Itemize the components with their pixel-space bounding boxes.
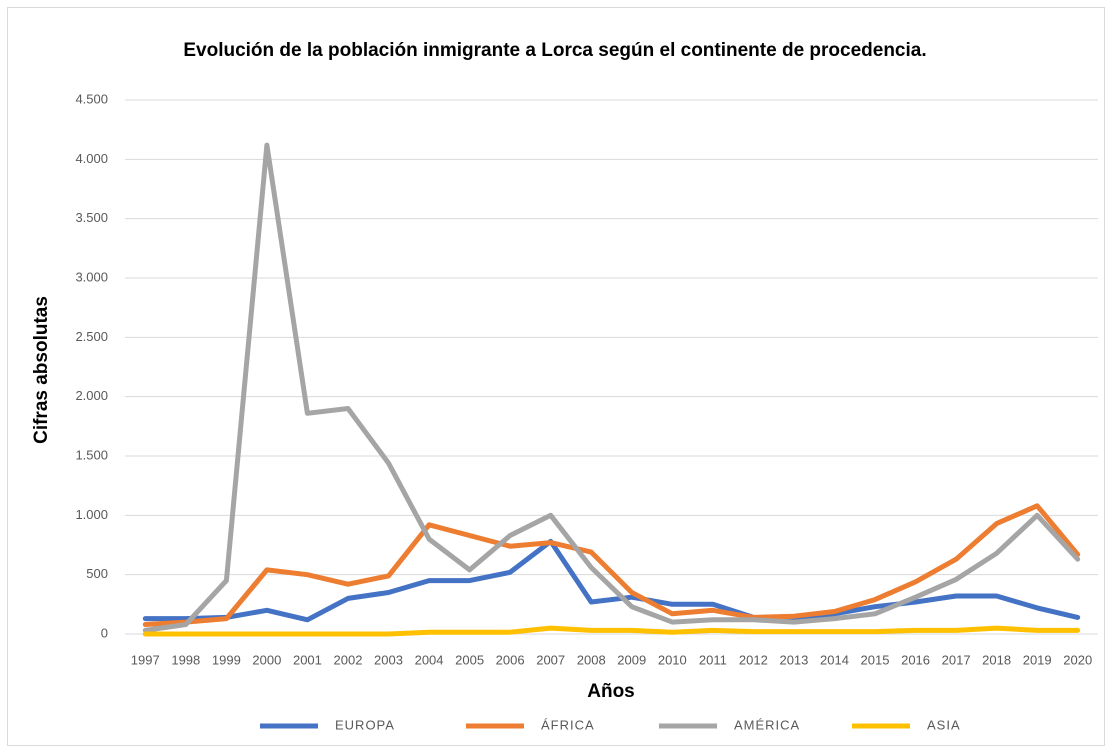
y-tick-label: 3.000 (75, 269, 108, 284)
x-tick-label: 2002 (334, 652, 363, 667)
y-tick-label: 1.500 (75, 447, 108, 462)
y-tick-label: 1.000 (75, 507, 108, 522)
x-tick-label: 2017 (942, 652, 971, 667)
y-tick-label: 4.500 (75, 91, 108, 106)
x-tick-label: 2005 (455, 652, 484, 667)
x-tick-label: 2012 (739, 652, 768, 667)
x-tick-label: 2015 (861, 652, 890, 667)
y-tick-label: 4.000 (75, 151, 108, 166)
x-tick-label: 2010 (658, 652, 687, 667)
x-tick-label: 2004 (415, 652, 444, 667)
x-tick-label: 1997 (131, 652, 160, 667)
series-line (142, 503, 1081, 627)
x-tick-label: 2006 (496, 652, 525, 667)
x-tick-label: 2003 (374, 652, 403, 667)
x-tick-label: 2014 (820, 652, 849, 667)
chart-border (7, 7, 1105, 746)
legend-label: AMÉRICA (734, 717, 800, 732)
x-tick-label: 2019 (1023, 652, 1052, 667)
chart-title: Evolución de la población inmigrante a L… (183, 40, 927, 61)
x-tick-label: 2013 (779, 652, 808, 667)
y-tick-label: 2.500 (75, 329, 108, 344)
series-line (142, 142, 1081, 633)
x-tick-label: 2008 (577, 652, 606, 667)
x-tick-label: 2000 (252, 652, 281, 667)
legend-label: EUROPA (335, 717, 395, 732)
y-tick-label: 500 (86, 566, 108, 581)
series-line (142, 625, 1081, 637)
x-tick-label: 2011 (699, 652, 727, 667)
legend-label: ÁFRICA (541, 717, 595, 732)
y-tick-label: 0 (101, 625, 108, 640)
x-axis-label: Años (587, 681, 635, 702)
y-axis-label: Cifras absolutas (31, 296, 52, 444)
x-tick-label: 2020 (1063, 652, 1092, 667)
x-tick-label: 2016 (901, 652, 930, 667)
x-tick-label: 2001 (293, 652, 322, 667)
y-tick-label: 2.000 (75, 388, 108, 403)
x-tick-label: 2009 (617, 652, 646, 667)
y-tick-label: 3.500 (75, 210, 108, 225)
x-tick-label: 1999 (212, 652, 241, 667)
legend-label: ASIA (927, 717, 961, 732)
series-line (142, 538, 1081, 623)
x-tick-label: 1998 (171, 652, 200, 667)
x-tick-label: 2018 (982, 652, 1011, 667)
x-tick-label: 2007 (536, 652, 565, 667)
